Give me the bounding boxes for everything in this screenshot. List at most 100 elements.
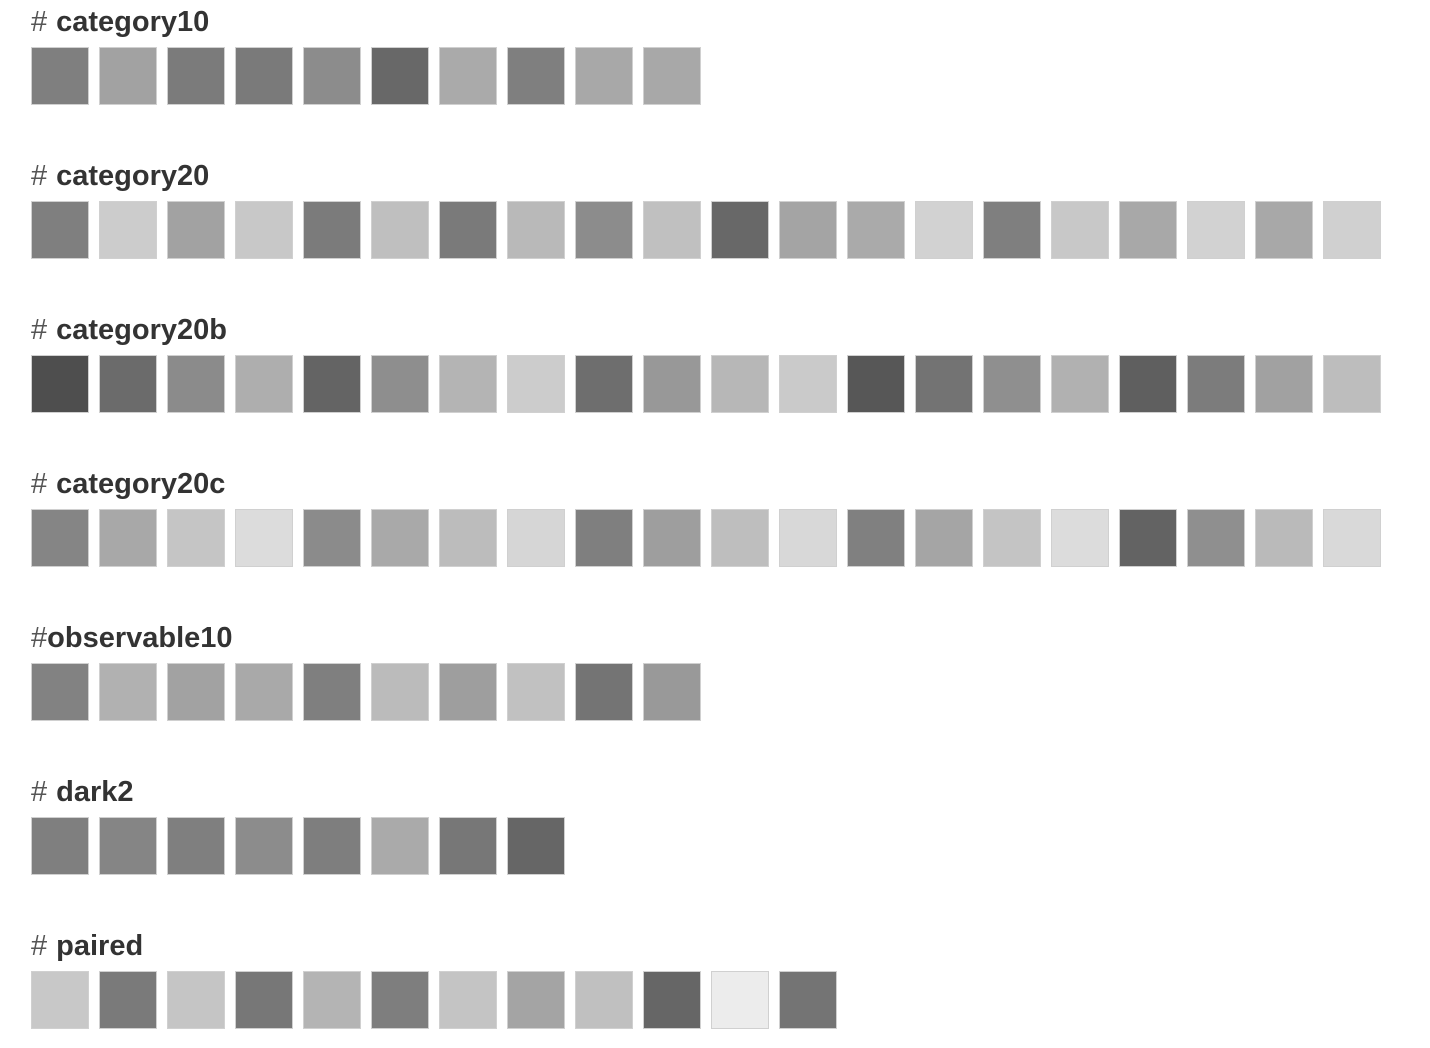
swatch-row [31, 509, 1411, 567]
color-swatch [847, 355, 905, 413]
color-swatch [371, 663, 429, 721]
color-swatch [167, 201, 225, 259]
color-swatch [371, 47, 429, 105]
palette-section-dark2: # dark2 [31, 772, 1411, 875]
color-swatch [99, 663, 157, 721]
color-swatch [167, 971, 225, 1029]
swatch-row [31, 201, 1411, 259]
color-swatch [371, 971, 429, 1029]
color-swatch [99, 201, 157, 259]
palette-title: category10 [56, 5, 210, 38]
color-swatch [439, 663, 497, 721]
swatch-row [31, 47, 1411, 105]
color-swatch [303, 971, 361, 1029]
color-swatch [235, 663, 293, 721]
hash-symbol[interactable]: # [31, 313, 48, 346]
palette-title: observable10 [47, 621, 233, 654]
color-swatch [31, 47, 89, 105]
color-swatch [31, 201, 89, 259]
color-swatch [99, 971, 157, 1029]
color-swatch [507, 47, 565, 105]
color-swatch [915, 355, 973, 413]
color-swatch [235, 201, 293, 259]
color-swatch [99, 509, 157, 567]
palette-title: paired [56, 929, 144, 962]
swatch-row [31, 817, 1411, 875]
hash-symbol[interactable]: # [31, 5, 48, 38]
color-swatch [235, 47, 293, 105]
palette-heading: # category20b [31, 310, 1411, 350]
color-swatch [167, 817, 225, 875]
color-swatch [507, 971, 565, 1029]
color-swatch [847, 201, 905, 259]
palette-title: dark2 [56, 775, 134, 808]
color-swatch [303, 355, 361, 413]
color-swatch [507, 355, 565, 413]
color-swatch [439, 47, 497, 105]
color-swatch [575, 47, 633, 105]
color-swatch [1051, 509, 1109, 567]
hash-symbol[interactable]: # [31, 775, 48, 808]
hash-symbol[interactable]: # [31, 159, 48, 192]
color-swatch [915, 509, 973, 567]
color-swatch [99, 355, 157, 413]
color-swatch [575, 201, 633, 259]
color-swatch [915, 201, 973, 259]
color-swatch [167, 355, 225, 413]
color-swatch [643, 971, 701, 1029]
color-swatch [31, 509, 89, 567]
color-swatch [1051, 201, 1109, 259]
palette-section-category20c: # category20c [31, 464, 1411, 567]
color-swatch [507, 509, 565, 567]
color-swatch [167, 663, 225, 721]
color-swatch [371, 201, 429, 259]
palette-section-category20: # category20 [31, 156, 1411, 259]
palette-heading: # observable10 [31, 618, 1411, 658]
color-swatch [643, 509, 701, 567]
color-swatch [99, 817, 157, 875]
color-swatch [31, 971, 89, 1029]
palette-title: category20 [56, 159, 210, 192]
palette-heading: # paired [31, 926, 1411, 966]
color-swatch [31, 355, 89, 413]
color-swatch [1255, 509, 1313, 567]
color-swatch [1255, 355, 1313, 413]
color-swatch [439, 817, 497, 875]
palette-heading: # category10 [31, 2, 1411, 42]
palette-heading: # category20c [31, 464, 1411, 504]
color-swatch [711, 971, 769, 1029]
palette-heading: # category20 [31, 156, 1411, 196]
color-swatch [167, 47, 225, 105]
color-swatch [303, 817, 361, 875]
color-swatch [643, 201, 701, 259]
color-swatch [983, 355, 1041, 413]
color-swatch [507, 817, 565, 875]
color-swatch [1187, 201, 1245, 259]
hash-symbol[interactable]: # [31, 929, 48, 962]
hash-symbol[interactable]: # [31, 621, 48, 654]
palette-section-paired: # paired [31, 926, 1411, 1029]
palette-title: category20b [56, 313, 227, 346]
color-swatch [1323, 355, 1381, 413]
palette-heading: # dark2 [31, 772, 1411, 812]
color-swatch [439, 201, 497, 259]
hash-symbol[interactable]: # [31, 467, 48, 500]
swatch-row [31, 663, 1411, 721]
color-swatch [303, 201, 361, 259]
color-swatch [303, 663, 361, 721]
color-swatch [1051, 355, 1109, 413]
color-swatch [99, 47, 157, 105]
color-swatch [983, 509, 1041, 567]
color-swatch [575, 663, 633, 721]
color-swatch [1323, 509, 1381, 567]
color-swatch [235, 509, 293, 567]
color-swatch [371, 817, 429, 875]
color-swatch [235, 355, 293, 413]
color-swatch [779, 509, 837, 567]
color-swatch [31, 817, 89, 875]
color-swatch [31, 663, 89, 721]
swatch-row [31, 971, 1411, 1029]
color-swatch [1323, 201, 1381, 259]
color-swatch [711, 355, 769, 413]
color-swatch [643, 355, 701, 413]
